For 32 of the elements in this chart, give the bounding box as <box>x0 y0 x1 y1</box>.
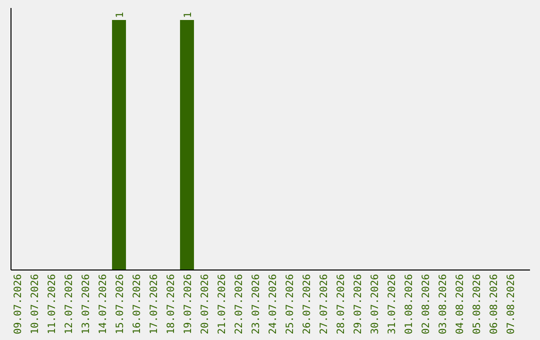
x-tick-label: 17.07.2026 <box>149 274 160 334</box>
x-tick-label: 21.07.2026 <box>217 274 228 334</box>
x-tick-label: 25.07.2026 <box>285 274 296 334</box>
x-tick-label: 14.07.2026 <box>98 274 109 334</box>
data-label: 1 <box>115 12 126 18</box>
x-tick-label: 27.07.2026 <box>319 274 330 334</box>
x-tick-label: 06.08.2026 <box>489 274 500 334</box>
x-tick-label: 22.07.2026 <box>234 274 245 334</box>
x-tick-label: 16.07.2026 <box>132 274 143 334</box>
data-label: 1 <box>183 12 194 18</box>
x-tick-label: 11.07.2026 <box>47 274 58 334</box>
x-tick-label: 03.08.2026 <box>438 274 449 334</box>
x-tick-label: 07.08.2026 <box>506 274 517 334</box>
x-tick-label: 30.07.2026 <box>370 274 381 334</box>
x-tick-label: 20.07.2026 <box>200 274 211 334</box>
x-tick-label: 31.07.2026 <box>387 274 398 334</box>
x-tick-label: 18.07.2026 <box>166 274 177 334</box>
x-tick-label: 15.07.2026 <box>115 274 126 334</box>
x-tick-label: 26.07.2026 <box>302 274 313 334</box>
x-tick-label: 13.07.2026 <box>81 274 92 334</box>
x-tick-label: 23.07.2026 <box>251 274 262 334</box>
x-tick-label: 28.07.2026 <box>336 274 347 334</box>
x-tick-label: 04.08.2026 <box>455 274 466 334</box>
x-tick-label: 24.07.2026 <box>268 274 279 334</box>
x-tick-label: 12.07.2026 <box>64 274 75 334</box>
x-tick-label: 02.08.2026 <box>421 274 432 334</box>
x-tick-label: 01.08.2026 <box>404 274 415 334</box>
x-tick-label: 10.07.2026 <box>30 274 41 334</box>
x-tick-label: 09.07.2026 <box>13 274 24 334</box>
x-tick-label: 29.07.2026 <box>353 274 364 334</box>
x-tick-label: 19.07.2026 <box>183 274 194 334</box>
x-tick-label: 05.08.2026 <box>472 274 483 334</box>
